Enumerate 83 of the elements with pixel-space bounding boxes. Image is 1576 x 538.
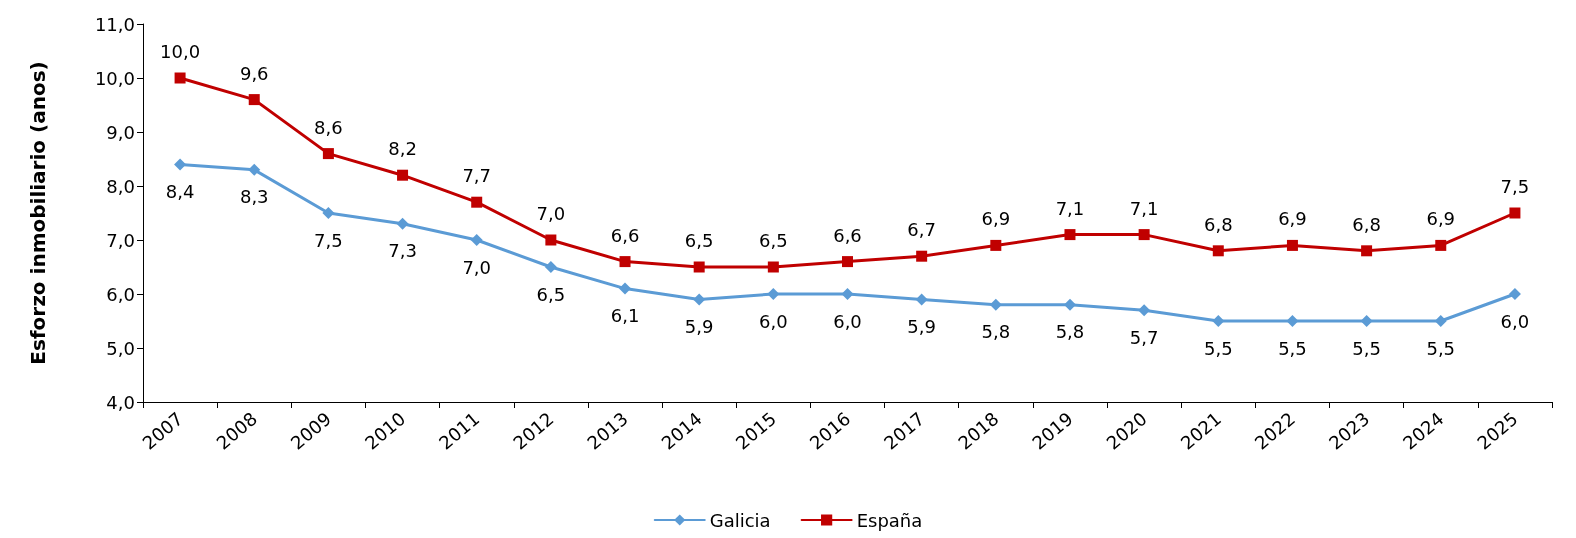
point — [619, 282, 632, 295]
data-label: 8,3 — [239, 186, 269, 208]
data-label: 6,5 — [759, 230, 788, 251]
point — [1435, 239, 1447, 251]
data-label: 5,8 — [1055, 321, 1085, 343]
data-label: 7,1 — [1055, 197, 1085, 219]
point — [397, 169, 409, 181]
y-tick-label: 10,0 — [94, 67, 135, 89]
data-label: 7,5 — [314, 229, 343, 251]
point — [1212, 245, 1224, 257]
point — [1064, 229, 1076, 241]
point — [322, 148, 334, 160]
legend-label: Galicia — [709, 509, 771, 531]
data-label: 6,1 — [610, 305, 640, 327]
point — [174, 72, 186, 84]
data-label: 8,2 — [388, 138, 417, 160]
point — [1508, 288, 1521, 300]
data-label: 5,7 — [1129, 326, 1159, 348]
data-label: 8,6 — [314, 116, 343, 138]
point — [990, 239, 1002, 251]
data-label: 7,3 — [388, 240, 417, 262]
data-label: 5,5 — [1352, 337, 1381, 359]
data-label: 6,9 — [1278, 208, 1307, 230]
point — [841, 288, 854, 300]
data-label: 6,7 — [907, 219, 936, 241]
data-label: 5,9 — [907, 315, 936, 337]
point — [174, 158, 187, 171]
data-label: 6,0 — [759, 310, 788, 332]
point — [396, 217, 409, 230]
point — [619, 256, 631, 268]
y-tick-label: 11,0 — [94, 13, 135, 35]
point — [1509, 207, 1521, 219]
y-tick-label: 9,0 — [106, 121, 135, 143]
legend-label: España — [856, 509, 923, 531]
data-label: 6,5 — [684, 230, 714, 251]
point — [1138, 229, 1150, 241]
data-label: 6,0 — [833, 310, 862, 332]
point — [916, 250, 928, 262]
y-tick-label: 5,0 — [106, 337, 135, 359]
data-label: 5,8 — [981, 321, 1011, 343]
point — [1286, 315, 1299, 327]
y-tick-label: 8,0 — [106, 175, 135, 197]
point — [545, 234, 557, 246]
data-label: 6,5 — [536, 283, 566, 305]
y-tick-label: 6,0 — [106, 283, 135, 305]
data-label: 10,0 — [160, 41, 201, 62]
data-label: 7,0 — [536, 203, 566, 224]
data-label: 5,9 — [684, 315, 714, 337]
point — [471, 196, 483, 208]
data-label: 6,9 — [1426, 208, 1456, 230]
point — [544, 261, 557, 273]
data-label: 5,5 — [1203, 337, 1233, 359]
y-tick-label: 4,0 — [106, 391, 135, 413]
data-label: 7,1 — [1129, 197, 1159, 219]
data-label: 5,5 — [1426, 337, 1456, 359]
y-tick-label: 7,0 — [106, 229, 135, 251]
data-label: 6,8 — [1352, 213, 1381, 235]
point — [989, 298, 1002, 311]
point — [470, 234, 483, 246]
point — [1138, 304, 1151, 317]
y-axis-title: Esforzo inmobiliario (anos) — [26, 61, 50, 365]
data-label: 7,7 — [462, 165, 492, 187]
data-label: 6,6 — [833, 224, 862, 246]
point — [915, 293, 928, 306]
point — [322, 207, 335, 219]
point — [1360, 315, 1373, 327]
data-label: 5,5 — [1278, 337, 1307, 359]
data-label: 7,5 — [1500, 176, 1530, 197]
point — [248, 94, 260, 106]
point — [767, 261, 779, 273]
data-label: 6,9 — [981, 208, 1011, 230]
point — [1361, 245, 1373, 257]
data-label: 6,6 — [610, 224, 640, 246]
data-label: 6,0 — [1500, 310, 1530, 332]
data-label: 9,6 — [239, 62, 269, 84]
data-label: 8,4 — [165, 180, 195, 202]
point — [1286, 239, 1298, 251]
point — [842, 256, 853, 268]
point — [248, 163, 261, 176]
point — [693, 261, 705, 273]
data-label: 7,0 — [462, 256, 492, 278]
data-label: 6,8 — [1203, 213, 1233, 235]
point — [693, 293, 706, 306]
